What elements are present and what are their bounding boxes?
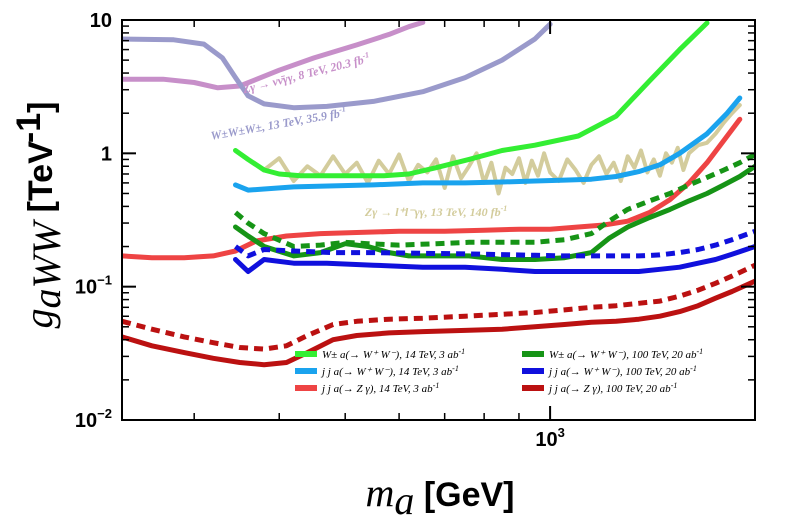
series-line-zy8 (122, 20, 426, 91)
y-tick-label: 10−1 (75, 273, 112, 299)
annotation-ssww13: W±W±W±, 13 TeV, 35.9 fb-1 (209, 104, 347, 143)
annotation-layer: Zγ → νν̄γγ, 8 TeV, 20.3 fb-1 W±W±W±, 13 T… (209, 50, 508, 219)
legend-label-jjz_14: j j a(→ Z γ), 14 TeV, 3 ab-1 (320, 381, 439, 395)
x-tick-label: 103 (535, 425, 564, 451)
legend-text: j j a(→ W⁺ W⁻), 100 TeV, 20 ab (547, 366, 691, 378)
series-line-jjw_100d (234, 228, 755, 259)
x-axis-var: m (365, 470, 394, 515)
annotation-zy8: Zγ → νν̄γγ, 8 TeV, 20.3 fb-1 (240, 50, 371, 96)
series-line-jjz_100d (122, 262, 755, 352)
series-line-jjw_14 (233, 95, 743, 193)
legend-label-jjw_14: j j a(→ W⁺ W⁻), 14 TeV, 3 ab-1 (320, 364, 459, 378)
annotation-exp: -1 (338, 104, 346, 114)
y-tick-exp: −2 (97, 406, 112, 421)
legend-exp: -1 (452, 364, 459, 373)
legend-exp: -1 (697, 347, 704, 356)
legend-text: W± a(→ W⁺ W⁻), 100 TeV, 20 ab (549, 349, 697, 361)
y-tick-label: 10 (90, 10, 112, 32)
y-tick-base: 10 (75, 410, 97, 432)
series-line-jjz_14 (122, 116, 743, 261)
legend-text: j j a(→ Z γ), 100 TeV, 20 ab (547, 383, 671, 395)
y-axis-unit-exp: -1 (10, 113, 48, 143)
annotation-text: Zγ → l⁺l⁻γγ, 13 TeV, 140 fb (364, 205, 501, 219)
legend: W± a(→ W⁺ W⁻), 14 TeV, 3 ab-1j j a(→ W⁺ … (295, 347, 703, 395)
series-layer (122, 20, 755, 368)
legend-label-w_14: W± a(→ W⁺ W⁻), 14 TeV, 3 ab-1 (322, 347, 465, 361)
series-line-jjw_100 (233, 244, 755, 274)
x-axis-title: ma [GeV] (365, 470, 514, 523)
x-axis-sub: a (394, 478, 414, 523)
annotation-text: W±W±W±, 13 TeV, 35.9 fb (210, 106, 341, 142)
legend-exp: -1 (459, 347, 466, 356)
legend-text: W± a(→ W⁺ W⁻), 14 TeV, 3 ab (322, 349, 459, 361)
axis-titles: ma [GeV]gaWW [TeV-1] (10, 102, 515, 523)
y-tick-label: 10−2 (75, 406, 112, 432)
series-line-w_100 (233, 163, 755, 262)
series-line-w_100d (233, 152, 755, 249)
legend-exp: -1 (433, 381, 440, 390)
x-axis-unit: [GeV] (414, 476, 514, 514)
y-tick-base: 10 (90, 10, 112, 32)
y-tick-base: 10 (75, 277, 97, 299)
annotation-zy13: Zγ → l⁺l⁻γγ, 13 TeV, 140 fb-1 (364, 204, 507, 219)
y-axis-sub: aWW (24, 218, 69, 308)
x-tick-base: 10 (535, 429, 557, 451)
legend-exp: -1 (671, 381, 678, 390)
legend-text: j j a(→ W⁺ W⁻), 14 TeV, 3 ab (320, 366, 453, 378)
legend-text: j j a(→ Z γ), 14 TeV, 3 ab (320, 383, 433, 395)
y-tick-exp: −1 (97, 273, 112, 288)
series-line-jjz_100 (122, 278, 755, 368)
annotation-exp: -1 (361, 50, 370, 60)
y-axis-unit: [TeV (22, 141, 60, 222)
legend-exp: -1 (690, 364, 697, 373)
annotation-exp: -1 (501, 204, 508, 213)
legend-label-jjz_100: j j a(→ Z γ), 100 TeV, 20 ab-1 (547, 381, 677, 395)
series-line-ssww13 (122, 21, 553, 111)
y-axis-var: g (16, 308, 61, 328)
legend-label-jjw_100: j j a(→ W⁺ W⁻), 100 TeV, 20 ab-1 (547, 364, 697, 378)
y-axis-unit-close: ] (22, 102, 60, 113)
y-axis-title: gaWW [TeV-1] (10, 102, 69, 329)
y-tick-label: 1 (101, 143, 112, 165)
legend-label-w_100: W± a(→ W⁺ W⁻), 100 TeV, 20 ab-1 (549, 347, 703, 361)
plot-frame (121, 19, 756, 421)
x-tick-exp: 3 (558, 425, 565, 440)
y-tick-base: 1 (101, 143, 112, 165)
series-line-w_14 (233, 20, 710, 179)
